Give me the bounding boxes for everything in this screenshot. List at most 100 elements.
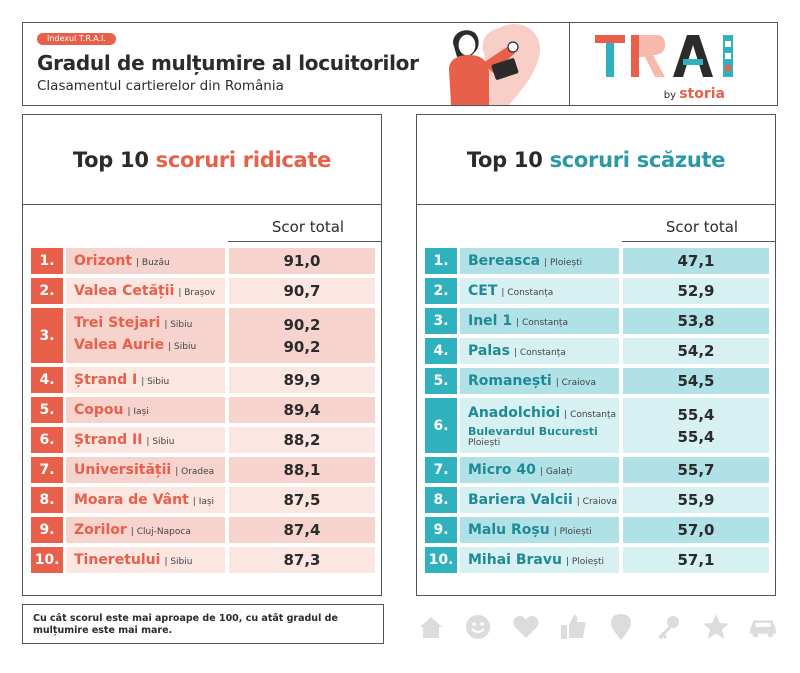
neighborhood-cell: Anadolchioi | Constanța Bulevardul Bucures…	[460, 398, 619, 453]
city-label: | Oradea	[175, 467, 215, 477]
score-cell: 90,2 90,2	[229, 308, 375, 363]
neighborhood-entry: Ștrand I | Sibiu	[74, 372, 169, 388]
neighborhood-cell: Romanești | Craiova	[460, 368, 619, 394]
neighborhood-entry: Valea Cetății | Brașov	[74, 283, 215, 299]
neighborhood-cell: Palas | Constanța	[460, 338, 619, 364]
neighborhood-entry: Anadolchioi | Constanța	[468, 405, 616, 421]
header-rule	[622, 241, 775, 242]
city-label: | Constanța	[564, 410, 617, 420]
city-label: | Constanța	[501, 288, 554, 298]
neighborhood-cell: Bariera Valcii | Craiova	[460, 487, 619, 513]
city-label: | Sibiu	[168, 342, 197, 352]
neighborhood-entry: Bereasca | Ploiești	[468, 253, 582, 269]
neighborhood-entry: Palas | Constanța	[468, 343, 566, 359]
ranking-row: 1. Orizont | Buzău 91,0	[31, 248, 377, 274]
score-cell: 47,1	[623, 248, 769, 274]
neighborhood-cell: Valea Cetății | Brașov	[66, 278, 225, 304]
panel-title-prefix: Top 10	[72, 148, 156, 172]
rank-number: 1.	[31, 248, 63, 274]
panel-title-accent: scoruri ridicate	[155, 148, 332, 172]
rank-number: 5.	[425, 368, 457, 394]
ranking-row: 4. Ștrand I | Sibiu 89,9	[31, 367, 377, 393]
rank-number: 3.	[425, 308, 457, 334]
neighborhood-entry: Mihai Bravu | Ploiești	[468, 552, 604, 568]
panel-title: Top 10 scoruri ridicate	[23, 115, 381, 205]
score-value: 55,4	[677, 406, 715, 424]
icon-strip	[416, 610, 778, 644]
neighborhood-name: Bereasca	[468, 253, 541, 269]
ranking-row: 10. Mihai Bravu | Ploiești 57,1	[425, 547, 771, 573]
score-value: 87,3	[283, 551, 321, 569]
score-cell: 87,5	[229, 487, 375, 513]
neighborhood-name: Bariera Valcii	[468, 492, 573, 508]
neighborhood-name: Palas	[468, 343, 510, 359]
ranking-row: 6. Ștrand II | Sibiu 88,2	[31, 427, 377, 453]
ranking-row: 6. Anadolchioi | Constanța Bulevardul Bucur…	[425, 398, 771, 453]
ranking-row: 8. Moara de Vânt | Iași 87,5	[31, 487, 377, 513]
rank-number: 6.	[31, 427, 63, 453]
score-cell: 55,4 55,4	[623, 398, 769, 453]
neighborhood-name: Inel 1	[468, 313, 513, 329]
score-column-header: Scor total	[665, 218, 739, 236]
score-cell: 89,9	[229, 367, 375, 393]
rank-number: 9.	[425, 517, 457, 543]
city-label: | Sibiu	[164, 557, 193, 567]
header-divider	[569, 23, 570, 105]
ranking-row: 10. Tineretului | Sibiu 87,3	[31, 547, 377, 573]
score-cell: 57,0	[623, 517, 769, 543]
score-cell: 57,1	[623, 547, 769, 573]
neighborhood-name: Anadolchioi	[468, 405, 561, 421]
score-cell: 54,5	[623, 368, 769, 394]
rank-number: 7.	[425, 457, 457, 483]
ranking-row: 4. Palas | Constanța 54,2	[425, 338, 771, 364]
neighborhood-entry: Inel 1 | Constanța	[468, 313, 568, 329]
rank-number: 7.	[31, 457, 63, 483]
ranking-row: 7. Micro 40 | Galați 55,7	[425, 457, 771, 483]
neighborhood-entry: Bariera Valcii | Craiova	[468, 492, 617, 508]
rank-number: 5.	[31, 397, 63, 423]
score-cell: 87,4	[229, 517, 375, 543]
ranking-row: 5. Copou | Iași 89,4	[31, 397, 377, 423]
score-value: 52,9	[677, 282, 715, 300]
neighborhood-cell: Ștrand II | Sibiu	[66, 427, 225, 453]
neighborhood-entry: Tineretului | Sibiu	[74, 552, 192, 568]
rank-number: 8.	[425, 487, 457, 513]
neighborhood-cell: CET | Constanța	[460, 278, 619, 304]
neighborhood-cell: Universității | Oradea	[66, 457, 225, 483]
heart-icon	[511, 612, 541, 642]
rank-number: 3.	[31, 308, 63, 363]
score-value: 88,2	[283, 431, 321, 449]
score-value: 54,2	[677, 342, 715, 360]
neighborhood-name: Trei Stejari	[74, 315, 161, 331]
rank-number: 10.	[425, 547, 457, 573]
rank-number: 9.	[31, 517, 63, 543]
neighborhood-name: Copou	[74, 402, 124, 418]
score-value: 89,4	[283, 401, 321, 419]
city-label: | Sibiu	[164, 320, 193, 330]
rank-number: 4.	[425, 338, 457, 364]
score-value: 89,9	[283, 371, 321, 389]
neighborhood-cell: Moara de Vânt | Iași	[66, 487, 225, 513]
neighborhood-name: Bulevardul Bucuresti	[468, 425, 598, 438]
score-value: 57,0	[677, 521, 715, 539]
footnote: Cu cât scorul este mai aproape de 100, c…	[22, 604, 384, 644]
location-pin-icon	[606, 612, 636, 642]
neighborhood-entry: Malu Roșu | Ploiești	[468, 522, 592, 538]
city-label: | Buzău	[136, 258, 170, 268]
neighborhood-entry: Bulevardul Bucuresti Ploiești	[468, 425, 598, 448]
neighborhood-entry: Orizont | Buzău	[74, 253, 170, 269]
neighborhood-entry: Ștrand II | Sibiu	[74, 432, 174, 448]
score-cell: 91,0	[229, 248, 375, 274]
neighborhood-name: CET	[468, 283, 498, 299]
score-value: 87,4	[283, 521, 321, 539]
score-cell: 52,9	[623, 278, 769, 304]
city-label: | Iași	[127, 407, 149, 417]
neighborhood-cell: Trei Stejari | Sibiu Valea Aurie | Sibiu	[66, 308, 225, 363]
star-icon	[701, 612, 731, 642]
neighborhood-name: Moara de Vânt	[74, 492, 189, 508]
neighborhood-entry: Valea Aurie | Sibiu	[74, 337, 196, 353]
rank-number: 10.	[31, 547, 63, 573]
city-label: | Craiova	[576, 497, 618, 507]
city-label: | Sibiu	[141, 377, 170, 387]
score-value: 87,5	[283, 491, 321, 509]
